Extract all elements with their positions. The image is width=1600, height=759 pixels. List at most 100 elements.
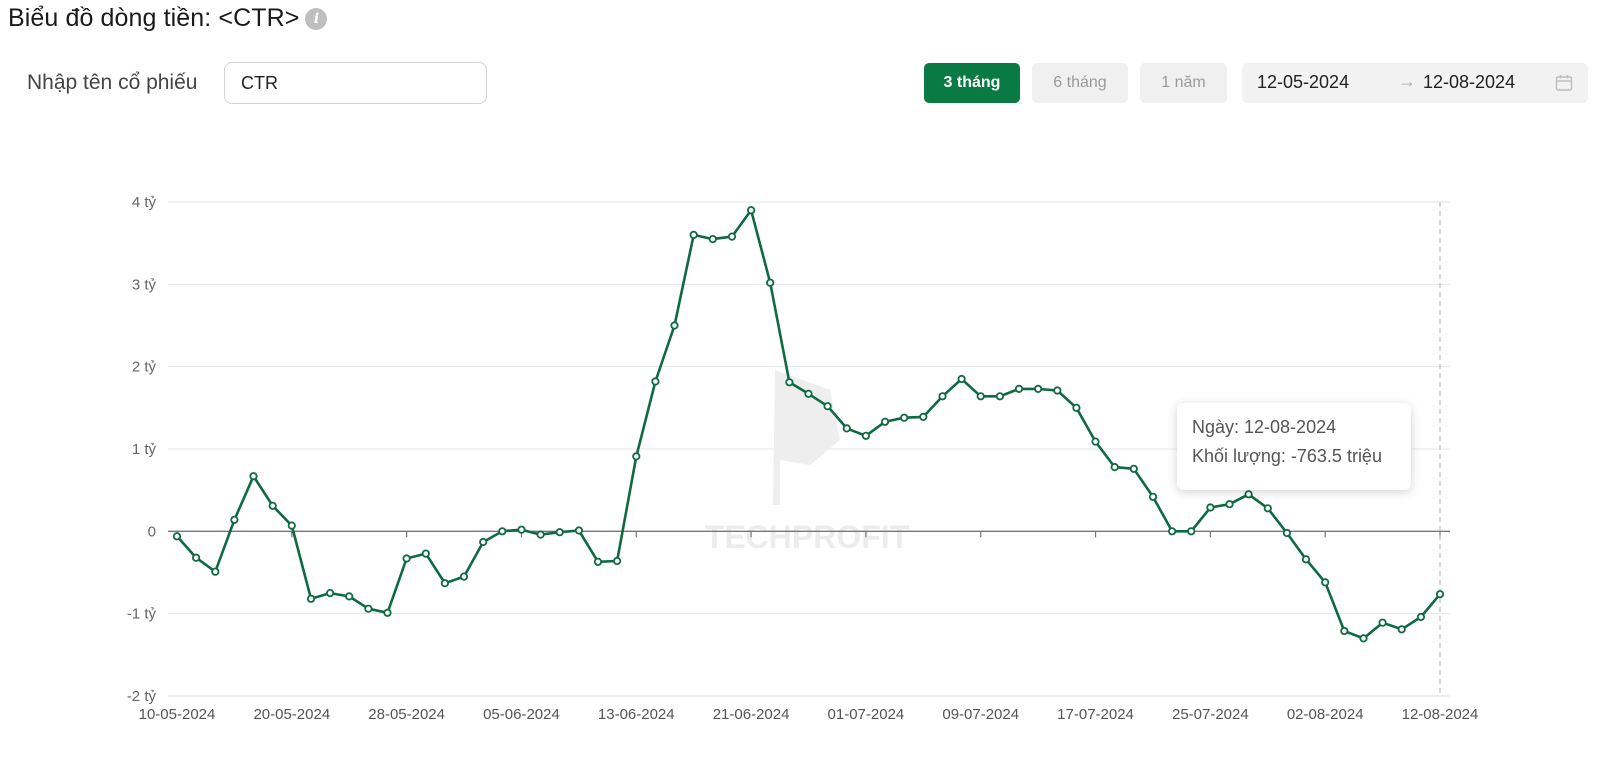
data-point bbox=[1340, 626, 1349, 636]
data-point bbox=[1282, 528, 1292, 538]
data-point bbox=[1416, 612, 1426, 622]
data-point bbox=[1359, 634, 1368, 643]
calendar-icon[interactable] bbox=[1555, 74, 1573, 92]
data-point bbox=[1034, 384, 1043, 393]
data-point bbox=[1301, 555, 1311, 564]
range-1-year-button[interactable]: 1 năm bbox=[1140, 63, 1227, 103]
data-point bbox=[172, 532, 182, 541]
data-point bbox=[651, 377, 660, 386]
data-point bbox=[861, 431, 871, 440]
data-point bbox=[919, 412, 928, 421]
data-point bbox=[842, 424, 851, 433]
data-point bbox=[211, 567, 220, 576]
y-tick-label: 2 tỷ bbox=[132, 359, 157, 376]
page-title: Biểu đồ dòng tiền: <CTR> bbox=[8, 4, 300, 32]
data-point bbox=[670, 321, 679, 330]
x-tick-label: 25-07-2024 bbox=[1172, 706, 1249, 723]
data-point bbox=[383, 608, 392, 617]
range-6-months-button[interactable]: 6 tháng bbox=[1032, 63, 1128, 103]
chart-tooltip: Ngày: 12-08-2024 Khối lượng: -763.5 triệ… bbox=[1177, 403, 1411, 490]
data-point bbox=[479, 537, 488, 547]
data-point bbox=[1053, 386, 1062, 395]
x-tick-label: 21-06-2024 bbox=[713, 706, 790, 723]
data-point bbox=[306, 594, 316, 603]
data-point bbox=[689, 230, 698, 240]
x-tick-label: 01-07-2024 bbox=[828, 706, 905, 723]
techprofit-watermark: TECHPROFIT bbox=[705, 370, 910, 555]
x-tick-label: 17-07-2024 bbox=[1057, 706, 1134, 723]
chart-axes bbox=[168, 530, 1450, 697]
controls-bar: Nhập tên cổ phiếu 3 tháng 6 tháng 1 năm … bbox=[0, 62, 1600, 106]
data-point bbox=[1206, 503, 1215, 512]
data-point bbox=[1435, 590, 1445, 599]
data-point bbox=[708, 234, 717, 244]
tooltip-date: Ngày: 12-08-2024 bbox=[1192, 417, 1337, 437]
x-tick-label: 20-05-2024 bbox=[253, 706, 330, 723]
data-point bbox=[1244, 490, 1253, 499]
data-point bbox=[612, 556, 622, 566]
data-point bbox=[1378, 618, 1387, 627]
money-flow-line-chart[interactable]: TECHPROFIT 4 tỷ 3 tỷ 2 tỷ 1 tỷ 0 -1 tỷ -2 tỷ 1… bbox=[0, 180, 1600, 759]
data-point bbox=[345, 592, 354, 601]
y-tick-label: -1 tỷ bbox=[127, 606, 157, 623]
data-point bbox=[192, 553, 201, 562]
date-from[interactable]: 12-05-2024 bbox=[1257, 72, 1350, 92]
x-tick-label: 09-07-2024 bbox=[942, 706, 1019, 723]
y-tick-label: 3 tỷ bbox=[132, 276, 157, 293]
data-point bbox=[1321, 578, 1330, 587]
data-point bbox=[804, 389, 813, 398]
y-tick-label: 1 tỷ bbox=[132, 441, 157, 458]
y-tick-label: 4 tỷ bbox=[132, 194, 157, 211]
data-point bbox=[1168, 527, 1177, 536]
data-point bbox=[249, 472, 258, 481]
stock-input-label: Nhập tên cổ phiếu bbox=[27, 71, 198, 94]
data-point bbox=[1091, 437, 1100, 446]
data-point bbox=[1129, 464, 1138, 473]
data-point bbox=[325, 588, 335, 598]
data-point bbox=[823, 402, 832, 411]
data-point bbox=[746, 206, 756, 215]
data-point bbox=[440, 579, 449, 588]
data-point bbox=[938, 392, 947, 401]
data-point bbox=[785, 378, 794, 387]
data-point bbox=[498, 527, 507, 536]
data-point bbox=[727, 232, 737, 241]
data-point bbox=[574, 526, 584, 535]
y-tick-label: 0 bbox=[148, 523, 156, 540]
x-axis-labels: 10-05-2024 20-05-2024 28-05-2024 05-06-2024… bbox=[139, 706, 1479, 723]
x-tick-label: 05-06-2024 bbox=[483, 706, 560, 723]
range-3-months-button[interactable]: 3 tháng bbox=[924, 63, 1020, 103]
data-point bbox=[421, 549, 430, 558]
data-point bbox=[1187, 527, 1196, 536]
date-range-picker[interactable]: 12-05-2024 → 12-08-2024 bbox=[1242, 63, 1588, 103]
data-point bbox=[900, 413, 909, 422]
data-point bbox=[364, 604, 373, 613]
money-flow-series-points bbox=[172, 206, 1445, 643]
date-to[interactable]: 12-08-2024 bbox=[1423, 72, 1516, 92]
data-point bbox=[402, 554, 411, 563]
x-tick-label: 13-06-2024 bbox=[598, 706, 675, 723]
page-header: Biểu đồ dòng tiền: <CTR> i bbox=[8, 4, 328, 33]
info-icon[interactable]: i bbox=[305, 7, 328, 30]
data-point bbox=[555, 528, 564, 537]
x-tick-label: 12-08-2024 bbox=[1402, 706, 1479, 723]
stock-search-input[interactable] bbox=[224, 62, 487, 104]
y-tick-label: -2 tỷ bbox=[127, 688, 157, 705]
data-point bbox=[1148, 492, 1158, 501]
data-point bbox=[880, 417, 890, 426]
data-point bbox=[459, 572, 469, 581]
data-point bbox=[1397, 625, 1406, 634]
data-point bbox=[1072, 403, 1081, 412]
data-point bbox=[536, 530, 545, 539]
x-tick-label: 28-05-2024 bbox=[368, 706, 445, 723]
y-axis-labels: 4 tỷ 3 tỷ 2 tỷ 1 tỷ 0 -1 tỷ -2 tỷ bbox=[127, 194, 157, 705]
data-point bbox=[1110, 462, 1119, 472]
data-point bbox=[517, 525, 526, 534]
x-tick-label: 02-08-2024 bbox=[1287, 706, 1364, 723]
data-point bbox=[1014, 384, 1024, 393]
data-point bbox=[995, 392, 1005, 401]
date-range-arrow-icon: → bbox=[1398, 71, 1416, 91]
data-point bbox=[1263, 504, 1272, 513]
tooltip-volume: Khối lượng: -763.5 triệu bbox=[1192, 446, 1382, 466]
data-point bbox=[287, 521, 296, 530]
